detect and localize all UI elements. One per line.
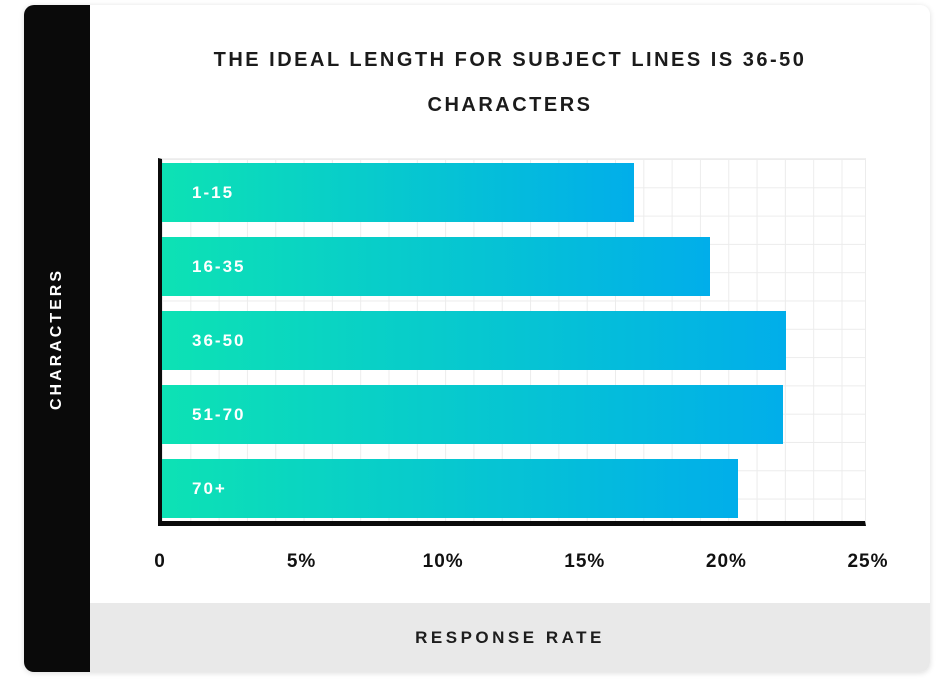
x-axis-title: RESPONSE RATE — [415, 627, 605, 647]
x-tick-label: 10% — [422, 551, 464, 572]
chart-title: THE IDEAL LENGTH FOR SUBJECT LINES IS 36… — [90, 38, 930, 128]
bar-16-35: 16-35 — [162, 237, 711, 296]
chart-content: THE IDEAL LENGTH FOR SUBJECT LINES IS 36… — [90, 5, 930, 672]
plot-area: 1-15 16-35 36-50 51-70 70+ — [158, 158, 866, 526]
x-tick-label: 5% — [286, 551, 317, 572]
bar-label: 1-15 — [192, 182, 235, 202]
bar-label: 51-70 — [192, 404, 246, 424]
chart-title-text: THE IDEAL LENGTH FOR SUBJECT LINES IS 36… — [213, 49, 807, 116]
x-axis-band: RESPONSE RATE — [90, 603, 930, 672]
bar-label: 70+ — [192, 478, 227, 498]
chart-card: CHARACTERS THE IDEAL LENGTH FOR SUBJECT … — [24, 5, 930, 672]
bar-70+: 70+ — [162, 459, 739, 518]
x-tick-label: 25% — [847, 551, 889, 572]
x-tick-label: 15% — [564, 551, 606, 572]
bar-51-70: 51-70 — [162, 385, 784, 444]
bar-36-50: 36-50 — [162, 311, 787, 370]
bar-label: 16-35 — [192, 256, 246, 276]
bar-1-15: 1-15 — [162, 163, 635, 222]
bar-label: 36-50 — [192, 330, 246, 350]
x-tick-label: 0 — [154, 551, 166, 572]
x-tick-label: 20% — [705, 551, 747, 572]
y-axis-title: CHARACTERS — [48, 267, 65, 410]
y-axis-band: CHARACTERS — [24, 5, 90, 672]
x-axis-ticks: 0 5% 10% 15% 20% 25% — [154, 551, 887, 577]
